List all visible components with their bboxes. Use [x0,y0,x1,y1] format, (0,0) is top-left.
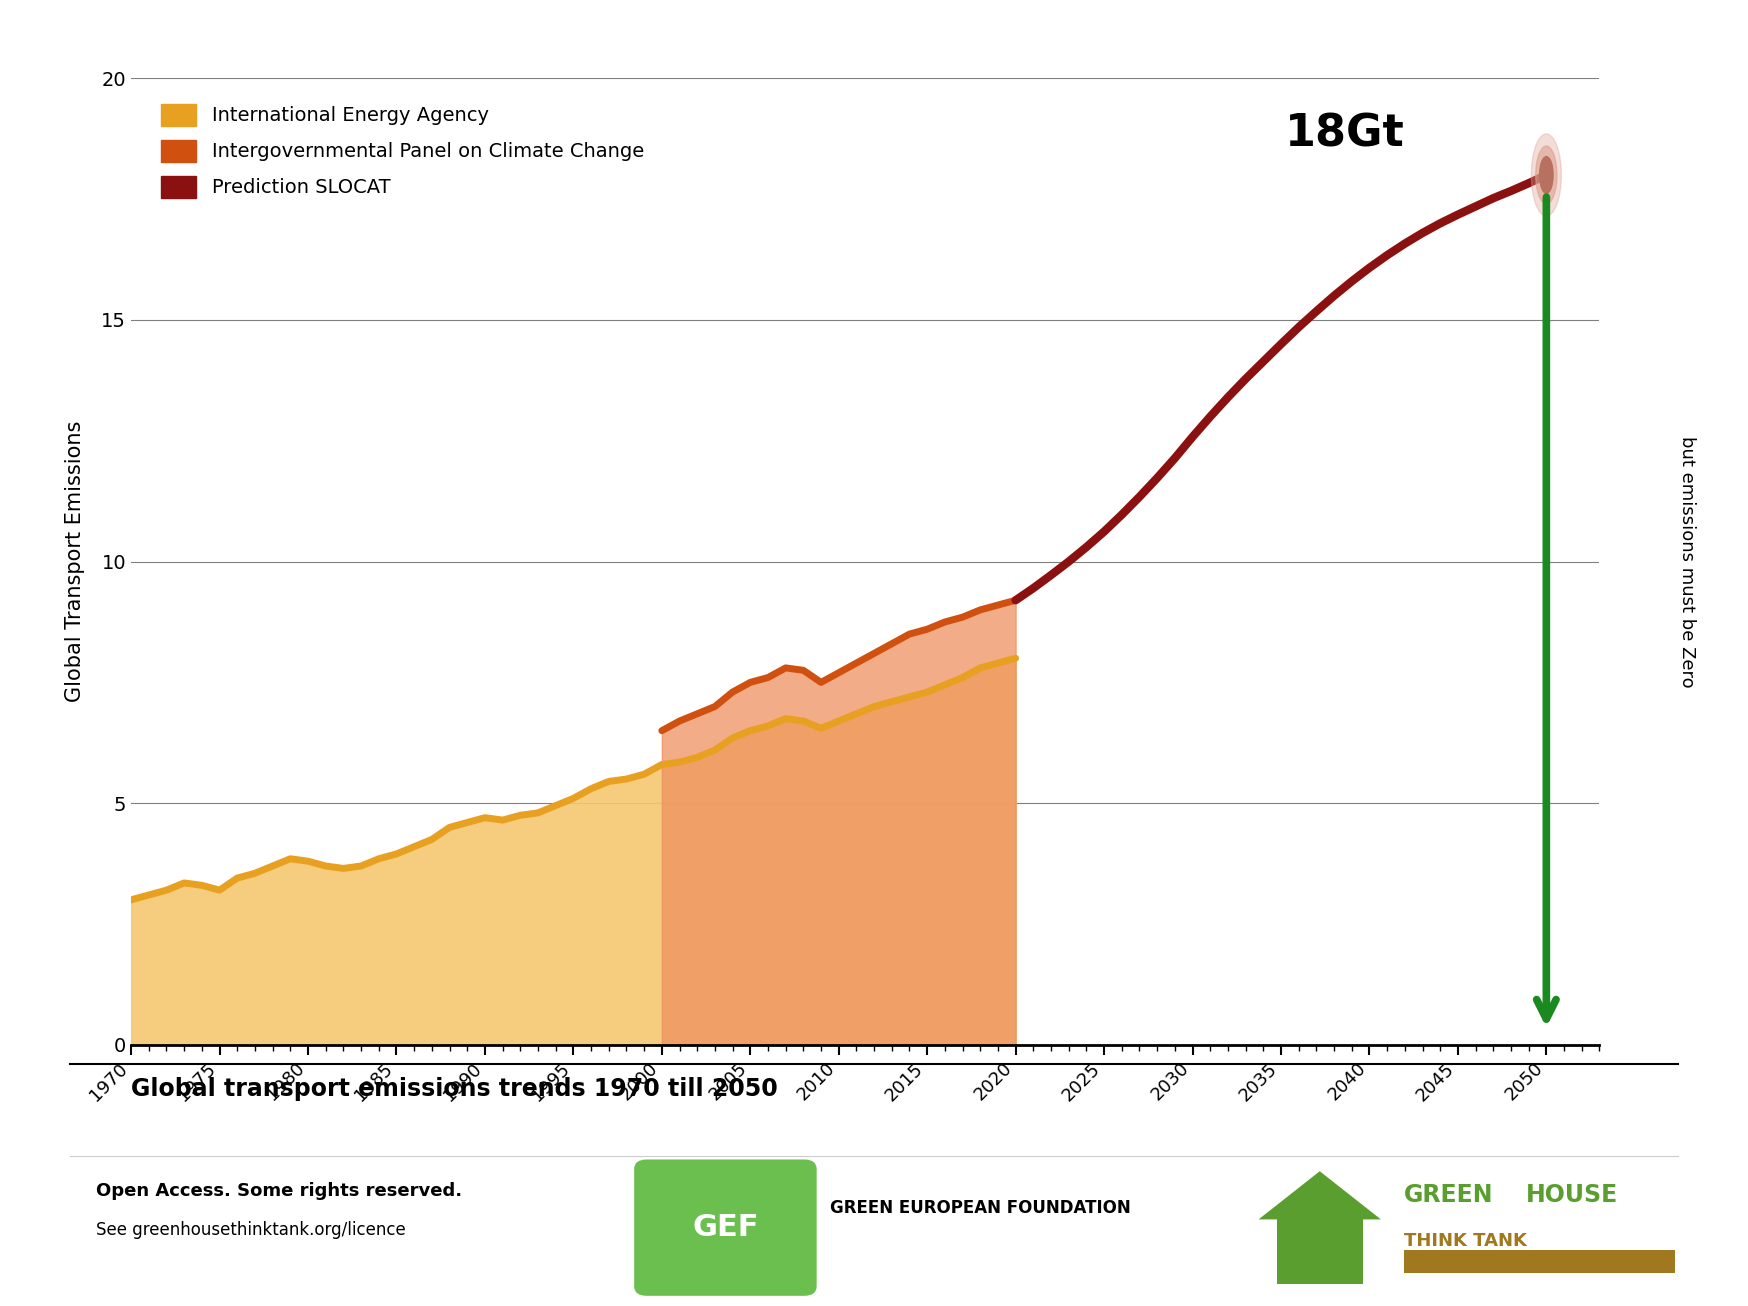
FancyBboxPatch shape [1276,1220,1363,1284]
Text: GREEN EUROPEAN FOUNDATION: GREEN EUROPEAN FOUNDATION [830,1199,1131,1217]
Circle shape [1536,146,1557,204]
Text: GREEN: GREEN [1404,1183,1493,1207]
Y-axis label: Global Transport Emissions: Global Transport Emissions [65,421,84,703]
Circle shape [1540,157,1552,193]
Text: Open Access. Some rights reserved.: Open Access. Some rights reserved. [96,1182,461,1200]
Text: but emissions must be Zero: but emissions must be Zero [1678,436,1696,687]
Text: See greenhousethinktank.org/licence: See greenhousethinktank.org/licence [96,1221,406,1239]
Circle shape [1531,135,1561,215]
Polygon shape [1259,1171,1381,1220]
Text: Global transport emissions trends 1970 till 2050: Global transport emissions trends 1970 t… [131,1077,778,1101]
FancyBboxPatch shape [635,1160,816,1296]
Text: HOUSE: HOUSE [1526,1183,1619,1207]
Legend: International Energy Agency, Intergovernmental Panel on Climate Change, Predicti: International Energy Agency, Intergovern… [156,98,650,204]
Text: THINK TANK: THINK TANK [1404,1232,1526,1250]
Text: 18Gt: 18Gt [1285,112,1405,155]
Text: GEF: GEF [692,1213,759,1242]
